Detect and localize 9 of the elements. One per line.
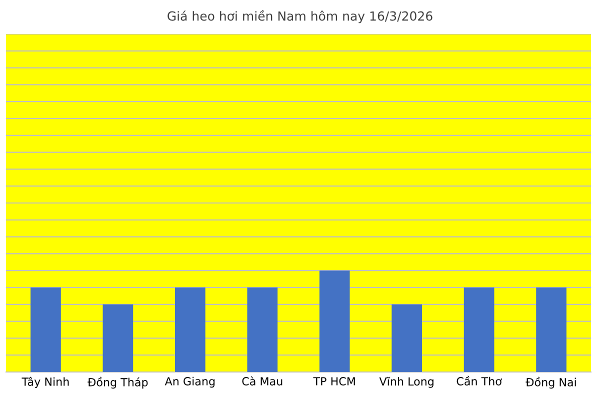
x-tick-label: TP HCM xyxy=(313,377,355,386)
chart-title: Giá heo hơi miền Nam hôm nay 16/3/2026 xyxy=(168,10,432,24)
x-tick-label: Đồng Nai xyxy=(526,376,576,389)
x-tick-label: An Giang xyxy=(164,376,215,388)
x-tick-label: Vĩnh Long xyxy=(379,376,434,388)
x-tick-label: Cần Thơ xyxy=(456,376,502,386)
x-tick-label: Cà Mau xyxy=(242,376,282,386)
x-tick-label: Đồng Tháp xyxy=(88,376,148,389)
x-tick-label: Tây Ninh xyxy=(22,376,69,388)
